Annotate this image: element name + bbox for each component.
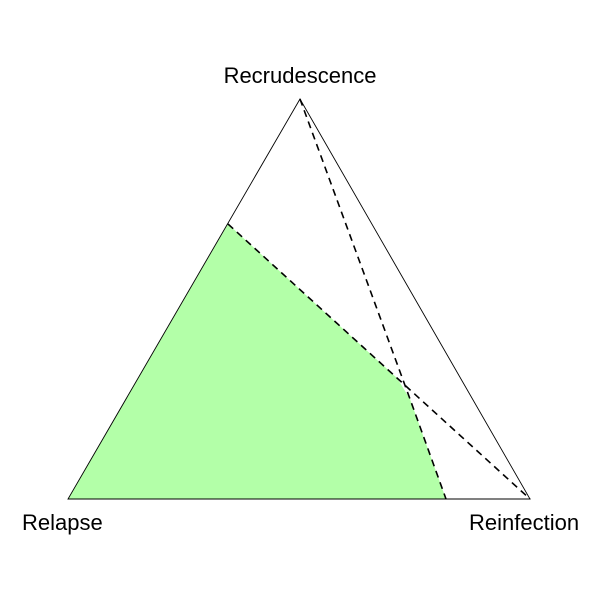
vertex-label-relapse: Relapse [22,510,103,535]
shaded-region [68,224,446,499]
dashed-line-left-boundary [227,223,531,500]
dashed-line-right-boundary [299,98,447,500]
vertex-label-recrudescence: Recrudescence [223,63,377,88]
vertex-label-reinfection: Reinfection [469,510,580,535]
triangle-outline [67,98,531,500]
